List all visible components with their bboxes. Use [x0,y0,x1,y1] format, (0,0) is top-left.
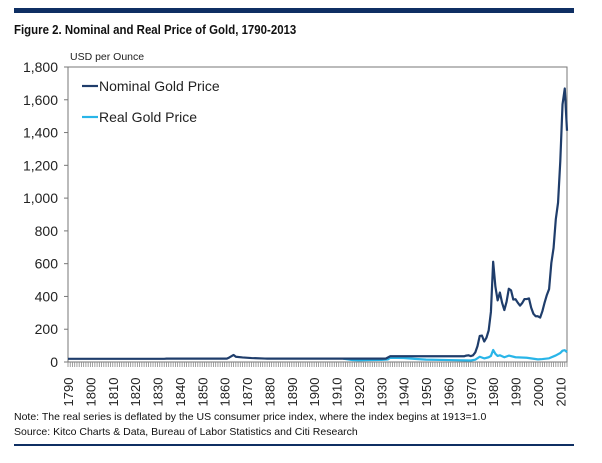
x-tick-label: 1940 [397,378,412,407]
y-tick-label: 1,000 [23,190,58,206]
x-tick-label: 1830 [151,378,166,407]
y-tick-label: 0 [50,354,58,370]
x-tick-label: 1900 [307,378,322,407]
top-rule [14,8,574,13]
x-tick-label: 1870 [240,378,255,407]
x-tick-label: 1880 [262,378,277,407]
y-tick-label: 600 [35,256,59,272]
y-tick-label: 1,200 [23,157,58,173]
series-line-real [343,348,568,362]
legend-label: Real Gold Price [99,109,197,125]
y-tick-label: 1,600 [23,92,58,108]
x-tick-label: 1930 [374,378,389,407]
x-tick-label: 1850 [195,378,210,407]
chart-source: Source: Kitco Charts & Data, Bureau of L… [14,426,358,438]
x-tick-label: 1960 [441,378,456,407]
x-tick-label: 1920 [352,378,367,407]
x-tick-label: 1800 [83,378,98,407]
x-tick-label: 1890 [285,378,300,407]
chart-title: Figure 2. Nominal and Real Price of Gold… [14,22,297,37]
x-tick-label: 1990 [509,378,524,407]
x-tick-label: 1790 [61,378,76,407]
y-tick-label: 800 [35,223,59,239]
x-tick-label: 1860 [218,378,233,407]
legend-label: Nominal Gold Price [99,78,220,94]
y-axis-label: USD per Ounce [70,51,145,63]
plot-frame [67,66,568,363]
y-tick-label: 1,400 [23,125,58,141]
y-tick-label: 1,800 [23,59,58,75]
bottom-rule [14,444,574,446]
x-tick-label: 1840 [173,378,188,407]
series-line-nominal [68,87,569,360]
x-tick-label: 1970 [464,378,479,407]
x-tick-label: 1810 [106,378,121,407]
x-tick-label: 1910 [330,378,345,407]
y-tick-label: 200 [35,321,59,337]
x-tick-label: 2010 [553,378,568,407]
chart-note: Note: The real series is deflated by the… [14,411,487,423]
x-tick-label: 1950 [419,378,434,407]
x-tick-label: 1980 [486,378,501,407]
y-tick-label: 400 [35,288,59,304]
x-tick-label: 1820 [128,378,143,407]
x-tick-label: 2000 [531,378,546,407]
